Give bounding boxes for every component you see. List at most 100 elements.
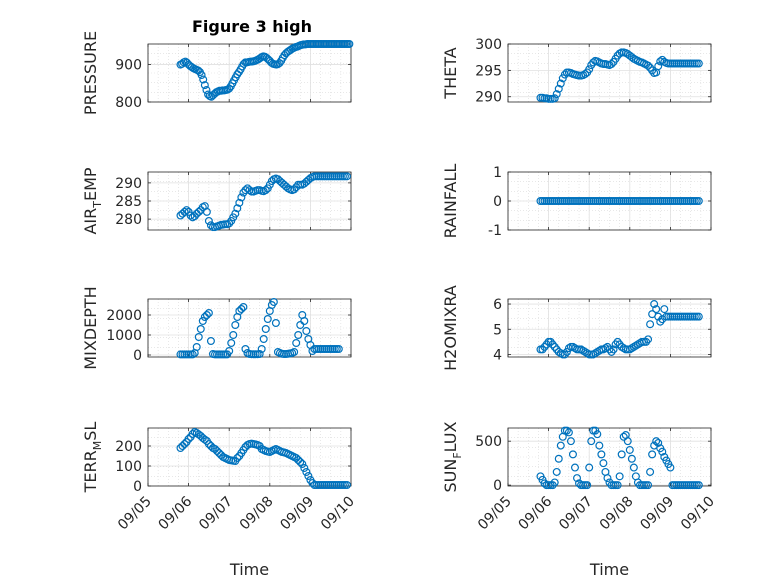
data-point xyxy=(627,454,636,463)
data-point xyxy=(300,317,309,326)
data-point xyxy=(302,327,311,336)
data-point xyxy=(261,325,270,334)
data-point xyxy=(654,312,663,321)
data-point xyxy=(334,345,343,354)
data-point xyxy=(650,300,659,309)
data-point xyxy=(593,430,602,439)
y-tick-label: 200 xyxy=(115,439,142,455)
data-point xyxy=(231,209,240,218)
data-point xyxy=(196,325,205,334)
subplot-2: 290 295 300 THETA xyxy=(441,37,712,106)
x-tick-label: 09/05 xyxy=(475,494,515,534)
axes-box xyxy=(147,427,352,487)
data-point xyxy=(550,342,559,351)
data-point xyxy=(556,441,565,450)
subplot-8: 0 500 09/05 09/06 09/07 09/08 09/09 09/10 SUNFLU… xyxy=(441,421,718,533)
data-point xyxy=(302,468,311,477)
data-point xyxy=(579,346,588,355)
data-point xyxy=(227,339,236,348)
series-markers xyxy=(176,39,354,101)
data-point xyxy=(546,337,555,346)
subplot-7: 0 100 200 09/05 09/06 09/07 09/08 09/09 09/10 TER… xyxy=(81,422,358,534)
data-point xyxy=(585,463,594,472)
data-point xyxy=(615,472,624,481)
data-point xyxy=(562,347,571,356)
x-axis-label: Time xyxy=(229,560,269,579)
subplot-1: 800 900 PRESSURE xyxy=(81,31,354,115)
data-point xyxy=(184,435,193,444)
y-axis-label: MIXDEPTH xyxy=(81,286,100,369)
data-point xyxy=(182,206,191,215)
y-tick-label: 295 xyxy=(475,63,502,79)
data-point xyxy=(619,432,628,441)
y-tick-label: 6 xyxy=(493,297,502,313)
data-point xyxy=(194,333,203,342)
data-point xyxy=(210,445,219,454)
data-point xyxy=(294,331,303,340)
data-point xyxy=(627,53,636,62)
data-point xyxy=(644,61,653,70)
x-tick-label: 09/05 xyxy=(115,494,155,534)
data-point xyxy=(202,311,211,320)
y-tick-label: 1 xyxy=(493,165,502,181)
data-point xyxy=(631,341,640,350)
data-point xyxy=(644,335,653,344)
data-point xyxy=(660,305,669,314)
data-point xyxy=(180,207,189,216)
figure-title: Figure 3 high xyxy=(192,17,312,36)
data-point xyxy=(573,474,582,483)
subplot-6: 4 5 6 H2OMIXRA xyxy=(441,285,712,371)
x-tick-label: 09/10 xyxy=(678,494,718,534)
data-point xyxy=(648,450,657,459)
y-tick-label: 5 xyxy=(493,322,502,338)
data-point xyxy=(562,426,571,435)
data-point xyxy=(269,298,278,307)
x-tick-label: 09/06 xyxy=(156,493,196,533)
data-point xyxy=(188,350,197,359)
data-point xyxy=(597,450,606,459)
y-tick-label: 0 xyxy=(493,194,502,210)
minor-grid xyxy=(147,299,351,357)
data-point xyxy=(180,440,189,449)
axes-box xyxy=(507,298,712,358)
data-point xyxy=(345,39,354,48)
data-point xyxy=(577,345,586,354)
data-point xyxy=(550,478,559,487)
data-point xyxy=(257,345,266,354)
series-markers xyxy=(176,298,343,359)
data-point xyxy=(548,340,557,349)
y-axis-label: AIRTEMP xyxy=(81,167,104,234)
data-point xyxy=(568,450,577,459)
data-point xyxy=(304,472,313,481)
y-tick-label: 100 xyxy=(115,459,142,475)
data-point xyxy=(550,94,559,103)
data-point xyxy=(617,450,626,459)
data-point xyxy=(599,345,608,354)
y-tick-label: 900 xyxy=(115,58,142,74)
data-point xyxy=(609,345,618,354)
data-point xyxy=(666,463,675,472)
y-tick-label: 0 xyxy=(493,478,502,494)
data-point xyxy=(564,428,573,437)
y-tick-label: 285 xyxy=(115,194,142,210)
data-point xyxy=(261,186,270,195)
data-point xyxy=(197,71,206,80)
data-point xyxy=(194,207,203,216)
data-point xyxy=(296,321,305,330)
subplot-3: 280 285 290 AIRTEMP xyxy=(81,167,352,235)
data-point xyxy=(694,312,703,321)
data-point xyxy=(290,348,299,357)
series-markers xyxy=(536,426,703,490)
data-point xyxy=(176,444,185,453)
data-point xyxy=(613,481,622,490)
data-point xyxy=(585,65,594,74)
data-point xyxy=(292,454,301,463)
data-point xyxy=(623,437,632,446)
data-point xyxy=(627,344,636,353)
y-tick-label: 1000 xyxy=(106,328,142,344)
data-point xyxy=(540,342,549,351)
data-point xyxy=(225,347,234,356)
subplot-4: -1 0 1 RAINFALL xyxy=(441,164,712,239)
data-point xyxy=(239,303,248,312)
data-point xyxy=(233,454,242,463)
